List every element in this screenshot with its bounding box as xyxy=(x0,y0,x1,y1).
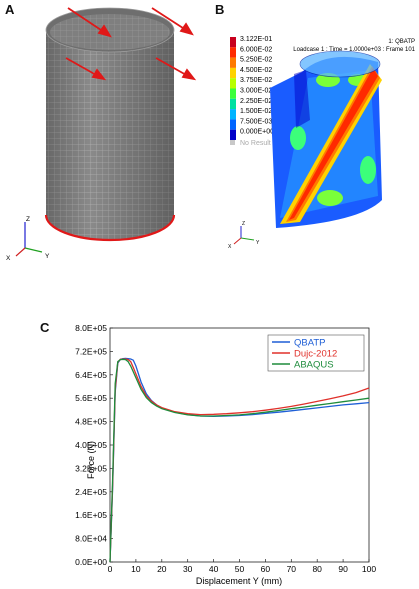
y-tick-label: 1.6E+05 xyxy=(75,510,107,520)
panel-c-chart: 0.0E+00 8.0E+04 1.6E+05 2.4E+05 3.2E+05 4.0E+… xyxy=(75,323,376,586)
x-tick-label: 90 xyxy=(338,564,348,574)
no-result-label: No Result xyxy=(240,140,271,147)
contour-level-label: 3.122E-01 xyxy=(240,36,272,43)
contour-swatch xyxy=(230,119,236,130)
contour-level-label: 4.500E-02 xyxy=(240,67,272,74)
contour-swatch xyxy=(230,98,236,110)
legend-entry: QBATP xyxy=(294,338,326,349)
contour-swatch xyxy=(230,78,236,89)
x-tick-label: 0 xyxy=(108,564,113,574)
panel-b-contour-figure: 1: QBATP Loadcase 1 : Time = 1.0000e+03 … xyxy=(228,36,416,250)
contour-swatch xyxy=(230,109,236,120)
x-tick-label: 80 xyxy=(312,564,322,574)
bottom-boundary-edge xyxy=(44,214,176,242)
x-tick-label: 40 xyxy=(209,564,219,574)
axis-z-label-b: Z xyxy=(242,221,245,227)
y-tick-label: 8.0E+04 xyxy=(75,534,107,544)
contour-level-label: 6.000E-02 xyxy=(240,46,272,53)
y-tick-label: 4.0E+05 xyxy=(75,440,107,450)
x-axis-ticks: 0 10 20 30 40 50 60 70 80 90 100 xyxy=(108,559,376,574)
contour-level-label: 5.250E-02 xyxy=(240,57,272,64)
x-tick-label: 60 xyxy=(261,564,271,574)
contour-header-1: 1: QBATP xyxy=(388,39,415,45)
panel-b-label: B xyxy=(215,2,225,17)
panel-c-label: C xyxy=(40,320,50,335)
contour-level-label: 7.500E-03 xyxy=(240,118,272,125)
y-tick-label: 0.0E+00 xyxy=(75,557,107,567)
axis-triad-a: Z Y X xyxy=(6,216,50,262)
y-tick-label: 6.4E+05 xyxy=(75,370,107,380)
series-lines xyxy=(109,357,370,563)
contour-level-label: 2.250E-02 xyxy=(240,98,272,105)
x-tick-label: 20 xyxy=(157,564,167,574)
y-axis-label: Force (N) xyxy=(86,441,96,479)
cylinder-body xyxy=(44,7,176,242)
contour-swatch xyxy=(230,37,236,48)
panel-a-mesh-figure: Z Y X xyxy=(6,7,197,262)
axis-x-label-b: X xyxy=(228,244,232,250)
x-tick-label: 50 xyxy=(235,564,245,574)
legend-entry: ABAQUS xyxy=(294,360,334,371)
y-tick-label: 3.2E+05 xyxy=(75,463,107,473)
contour-level-label: 3.750E-02 xyxy=(240,77,272,84)
panel-a-label: A xyxy=(5,2,15,17)
x-tick-label: 10 xyxy=(131,564,141,574)
y-tick-label: 4.8E+05 xyxy=(75,417,107,427)
axis-z-label: Z xyxy=(26,216,30,223)
axis-y-label-b: Y xyxy=(256,240,260,246)
y-tick-label: 8.0E+05 xyxy=(75,323,107,333)
x-axis-label: Displacement Y (mm) xyxy=(196,576,282,586)
contour-swatch xyxy=(230,67,236,79)
axis-y-label: Y xyxy=(45,253,50,260)
no-result-swatch xyxy=(230,140,235,145)
contour-level-label: 0.000E+00 xyxy=(240,129,274,136)
load-arrows xyxy=(65,7,197,81)
x-tick-label: 30 xyxy=(183,564,193,574)
axis-triad-b: Z Y X xyxy=(228,221,260,250)
deformed-cylinder xyxy=(270,50,382,229)
contour-level-label: 1.500E-02 xyxy=(240,108,272,115)
y-tick-label: 5.6E+05 xyxy=(75,393,107,403)
series-line-dujc-2012 xyxy=(109,358,370,563)
y-axis-ticks: 0.0E+00 8.0E+04 1.6E+05 2.4E+05 3.2E+05 4.0E+… xyxy=(75,323,113,567)
x-tick-label: 100 xyxy=(362,564,376,574)
x-tick-label: 70 xyxy=(287,564,297,574)
contour-legend: 3.122E-01 6.000E-02 5.250E-02 4.500E-02 3.75… xyxy=(230,36,274,147)
series-line-abaqus xyxy=(109,358,370,563)
y-tick-label: 2.4E+05 xyxy=(75,487,107,497)
legend-entry: Dujc-2012 xyxy=(294,349,337,360)
series-line-qbatp xyxy=(109,357,370,563)
axis-x-label: X xyxy=(6,255,11,262)
contour-swatch xyxy=(230,47,236,58)
contour-swatch xyxy=(230,57,236,68)
contour-header-2: Loadcase 1 : Time = 1.0000e+03 : Frame 1… xyxy=(293,47,415,53)
y-tick-label: 7.2E+05 xyxy=(75,346,107,356)
contour-level-label: 3.000E-02 xyxy=(240,88,272,95)
contour-swatch xyxy=(230,129,236,140)
contour-swatch xyxy=(230,88,236,99)
